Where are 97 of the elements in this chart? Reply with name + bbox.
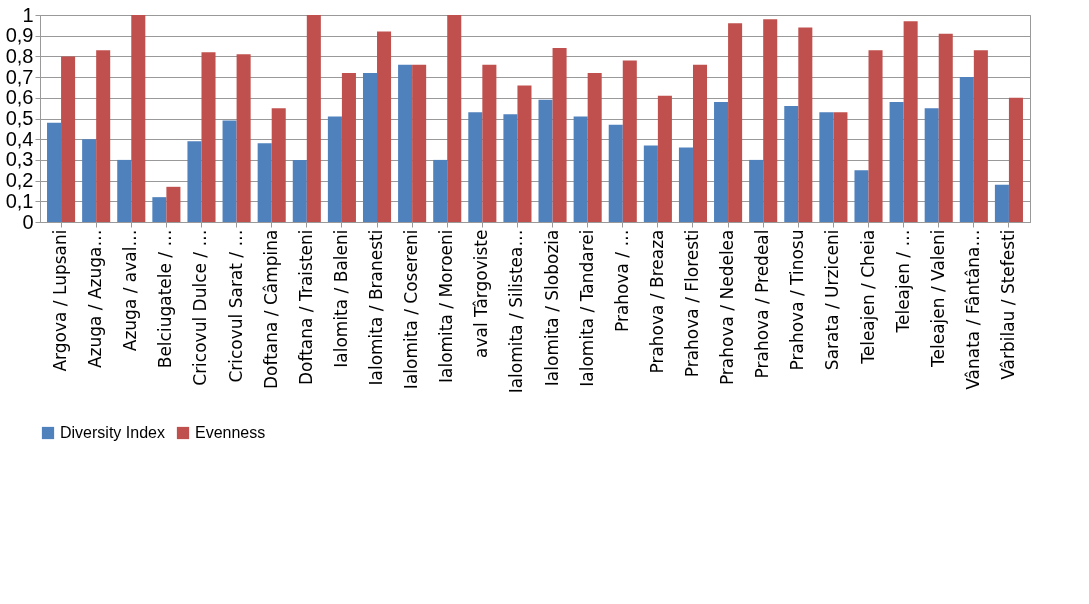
bar xyxy=(889,101,904,222)
bar xyxy=(678,147,693,222)
bar xyxy=(482,64,497,222)
x-tick-label: Ialomita / Moroeni xyxy=(436,229,457,383)
bar xyxy=(187,141,202,222)
y-tick-label: 0,6 xyxy=(5,86,34,109)
y-tick-label: 1 xyxy=(22,3,34,26)
bar xyxy=(468,112,483,222)
bar xyxy=(868,50,883,222)
bar xyxy=(798,27,813,222)
bar xyxy=(292,159,307,222)
x-tick-label: Prahova / Nedelea xyxy=(717,229,738,386)
x-tick-label: Prahova / … xyxy=(611,229,632,333)
bar xyxy=(271,108,286,222)
y-tick-label: 0,4 xyxy=(5,127,34,150)
bar xyxy=(924,108,939,222)
x-tick-label: Doftana / Traisteni xyxy=(295,229,316,385)
bar xyxy=(257,143,272,222)
bar xyxy=(152,197,167,222)
x-tick-label: Ialomita / Branesti xyxy=(366,229,387,386)
legend-label: Diversity Index xyxy=(60,424,165,441)
x-tick-label: Teleajen / Valeni xyxy=(927,229,948,368)
bar xyxy=(538,99,553,222)
y-tick-label: 0,2 xyxy=(5,169,34,192)
y-tick-label: 0,7 xyxy=(5,65,34,88)
x-tick-label: Ialomita / Slobozia xyxy=(541,229,562,387)
x-tick-label: Vânata / Fântâna… xyxy=(962,229,983,390)
bar xyxy=(362,72,378,222)
bar xyxy=(47,122,62,222)
bar xyxy=(503,114,518,222)
bar xyxy=(749,159,764,222)
x-tick-label: Azuga / aval… xyxy=(120,229,141,352)
y-tick-label: 0,5 xyxy=(5,107,34,129)
bar xyxy=(377,31,392,222)
bar xyxy=(201,52,216,222)
bar xyxy=(327,116,342,222)
bar xyxy=(819,112,834,222)
x-tick-label: Cricovul Sarat / … xyxy=(225,229,246,383)
bar xyxy=(608,124,623,222)
bar xyxy=(398,64,413,222)
bar xyxy=(96,50,111,222)
bar xyxy=(131,15,146,222)
bar xyxy=(82,139,97,222)
x-tick-label: Vârbilau / Stefesti xyxy=(997,229,1018,380)
x-tick-label: Ialomita / Silistea… xyxy=(506,229,527,394)
x-tick-label: Teleajen / … xyxy=(892,229,913,334)
bar xyxy=(622,60,637,222)
y-tick-label: 0 xyxy=(22,210,34,233)
bar xyxy=(236,54,251,222)
bar xyxy=(994,184,1009,222)
bar xyxy=(552,48,567,222)
x-tick-label: Azuga / Azuga… xyxy=(85,229,106,369)
bar xyxy=(587,72,602,222)
bar xyxy=(117,159,132,222)
bar xyxy=(447,15,462,222)
y-tick-label: 0,1 xyxy=(5,189,34,212)
x-tick-label: aval Târgoviste xyxy=(471,229,492,358)
y-tick-label: 0,9 xyxy=(5,24,34,47)
x-tick-label: Prahova / Breaza xyxy=(646,229,667,374)
bar xyxy=(938,33,953,222)
bar xyxy=(903,21,918,222)
legend-label: Evenness xyxy=(195,424,266,441)
x-tick-label: Ialomita / Tandarei xyxy=(576,229,597,387)
bar xyxy=(854,170,869,222)
bar xyxy=(61,56,76,222)
x-tick-label: Prahova / Floresti xyxy=(681,229,702,378)
x-tick-label: Ialomita / Cosereni xyxy=(401,229,422,390)
bar xyxy=(692,64,708,222)
bar xyxy=(341,72,356,222)
bar xyxy=(714,101,729,222)
bar xyxy=(433,159,448,222)
y-tick-label: 0,3 xyxy=(5,148,34,171)
bar xyxy=(643,145,658,222)
bar xyxy=(1008,97,1023,222)
x-tick-label: Belciugatele / … xyxy=(155,229,176,369)
bar xyxy=(833,112,848,222)
bar xyxy=(517,85,532,222)
x-tick-label: Doftana / Câmpina xyxy=(260,229,281,390)
bar xyxy=(973,50,988,222)
bar xyxy=(784,106,799,222)
bar xyxy=(412,64,427,222)
x-tick-label: Cricovul Dulce / … xyxy=(190,229,211,386)
bar xyxy=(728,23,743,222)
bar xyxy=(222,120,237,222)
x-tick-label: Prahova / Predeal xyxy=(752,229,773,379)
x-tick-label: Argova / Lupsani xyxy=(50,229,71,372)
bar xyxy=(306,15,321,222)
bar xyxy=(166,186,181,222)
bar xyxy=(959,77,974,222)
bar xyxy=(573,116,588,222)
bar xyxy=(763,19,778,222)
bar xyxy=(657,95,672,222)
x-tick-label: Teleajen / Cheia xyxy=(857,229,878,365)
y-tick-label: 0,8 xyxy=(5,44,34,67)
x-tick-label: Sarata / Urziceni xyxy=(822,229,843,371)
x-tick-label: Ialomita / Baleni xyxy=(330,229,351,368)
x-tick-label: Prahova / Tinosu xyxy=(787,229,808,371)
